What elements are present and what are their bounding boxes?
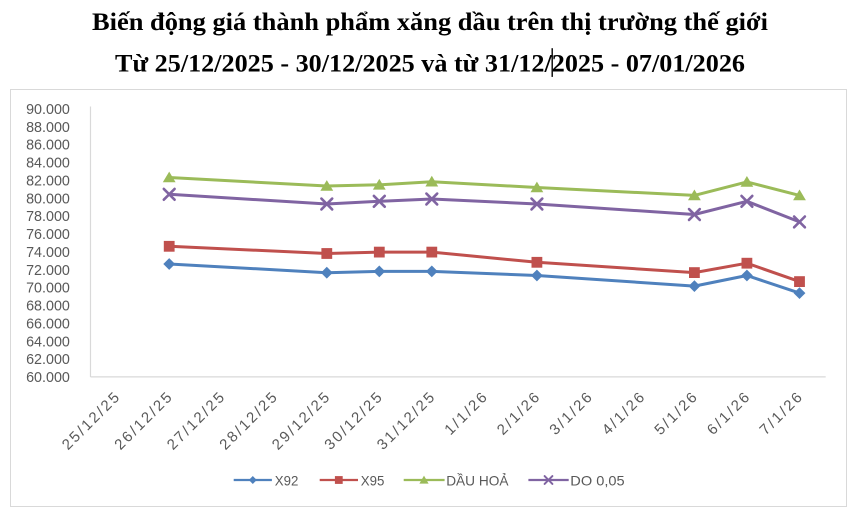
svg-text:66.000: 66.000	[26, 315, 70, 332]
svg-text:Biến động giá thành phẩm xăng: Biến động giá thành phẩm xăng dầu trên t…	[92, 9, 768, 36]
svg-text:88.000: 88.000	[26, 119, 70, 136]
svg-text:82.000: 82.000	[26, 172, 70, 189]
svg-text:74.000: 74.000	[26, 244, 70, 261]
svg-text:Từ 25/12/2025 - 30/12/2025 và: Từ 25/12/2025 - 30/12/2025 và từ 31/12/2…	[115, 50, 745, 77]
svg-text:80.000: 80.000	[26, 190, 70, 207]
svg-text:X95: X95	[361, 474, 385, 489]
svg-text:X92: X92	[275, 474, 299, 489]
svg-text:78.000: 78.000	[26, 208, 70, 225]
svg-text:DẦU HOẢ: DẦU HOẢ	[446, 473, 509, 489]
svg-text:70.000: 70.000	[26, 280, 70, 297]
svg-text:90.000: 90.000	[26, 101, 70, 118]
svg-text:84.000: 84.000	[26, 155, 70, 172]
svg-text:72.000: 72.000	[26, 262, 70, 279]
svg-text:60.000: 60.000	[26, 369, 70, 386]
svg-text:76.000: 76.000	[26, 226, 70, 243]
svg-text:68.000: 68.000	[26, 298, 70, 315]
svg-text:62.000: 62.000	[26, 351, 70, 368]
svg-text:64.000: 64.000	[26, 333, 70, 350]
svg-text:86.000: 86.000	[26, 137, 70, 154]
svg-text:DO 0,05: DO 0,05	[570, 474, 625, 489]
